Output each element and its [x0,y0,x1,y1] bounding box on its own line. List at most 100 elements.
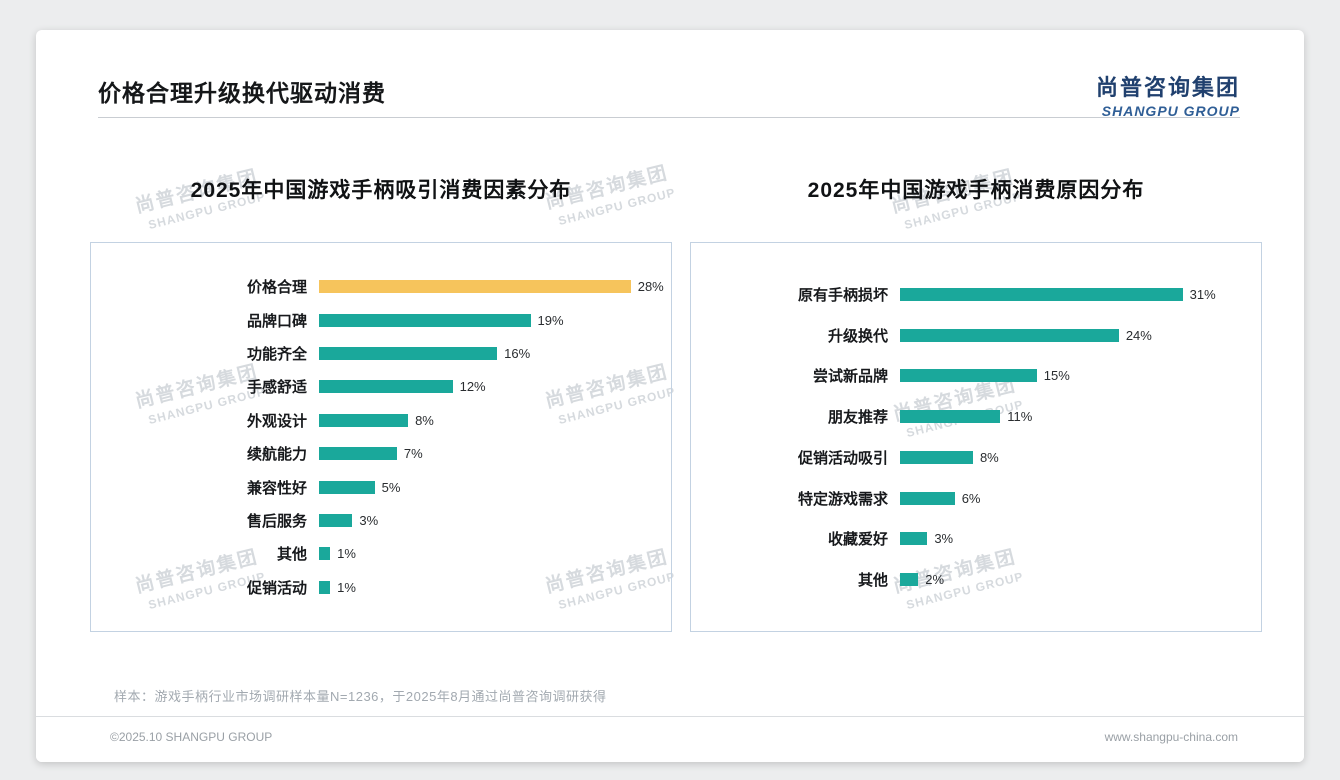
bar-row: 售后服务 3% [91,504,663,537]
footer-website: www.shangpu-china.com [1104,730,1238,744]
bar-row: 手感舒适 12% [91,370,663,403]
bar-category-label: 收藏爱好 [827,531,888,549]
bar-category-label: 售后服务 [246,513,307,531]
bar [319,447,397,461]
bar-value-label: 31% [1189,286,1216,302]
bar [900,450,973,464]
logo-cn-text: 尚普咨询集团 [1095,75,1240,100]
bar-row: 尝试新品牌 15% [691,356,1253,397]
bar-category-label: 兼容性好 [246,479,307,497]
bar-category-label: 续航能力 [246,446,307,464]
bar [900,328,1119,342]
bar [900,573,919,587]
bar [319,347,498,361]
slide-card: 尚普咨询集团 SHANGPU GROUP 尚普咨询集团 SHANGPU GROU… [36,30,1304,762]
bar-track: 8% [319,413,653,428]
bar-track: 3% [319,513,653,528]
bar-row: 收藏爱好 3% [691,519,1253,560]
bar-category-label: 功能齐全 [246,346,307,364]
bar-category-label: 品牌口碑 [246,312,307,330]
bar-row: 品牌口碑 19% [91,303,663,336]
bar-category-label: 外观设计 [246,412,307,430]
bar-track: 19% [319,313,653,328]
bar-row: 特定游戏需求 6% [691,478,1253,519]
title-divider [98,117,1240,118]
bar-row: 其他 2% [691,559,1253,600]
bar-row: 促销活动吸引 8% [691,437,1253,478]
bar-track: 11% [900,409,1210,424]
bar-row: 功能齐全 16% [91,337,663,370]
logo-en-text: SHANGPU GROUP [1101,103,1240,119]
footer-bar: ©2025.10 SHANGPU GROUP www.shangpu-china… [36,716,1304,762]
bar [900,410,1001,424]
bar-row: 促销活动 1% [91,571,663,604]
bar-track: 16% [319,346,653,361]
bar-track: 5% [319,480,653,495]
bar-row: 价格合理 28% [91,270,664,303]
bar [900,532,928,546]
bar-category-label: 特定游戏需求 [797,490,888,508]
bar-value-label: 1% [337,579,356,595]
bar-value-label: 1% [337,546,356,562]
bar [900,369,1037,383]
bar-chart-consumption-reasons: 原有手柄损坏 31% 升级换代 24% 尝试新品牌 15% 朋友推荐 11% 促销活动吸引 8% 特… [690,242,1262,632]
bar-track: 31% [900,287,1216,302]
bar-row: 其他 1% [91,537,663,570]
bar-category-label: 手感舒适 [246,379,307,397]
bar-track: 7% [319,446,653,461]
bar-category-label: 其他 [857,572,888,590]
bar-track: 2% [900,572,1210,587]
footer-copyright: ©2025.10 SHANGPU GROUP [110,730,273,744]
bar-value-label: 8% [415,412,434,428]
bar-category-label: 原有手柄损坏 [797,286,888,304]
bar-value-label: 16% [504,346,531,362]
bar-row: 续航能力 7% [91,437,663,470]
bar-value-label: 11% [1007,409,1033,425]
bar [319,480,375,494]
bar-category-label: 朋友推荐 [827,409,888,427]
bar [319,313,531,327]
bar-track: 3% [900,531,1210,546]
bar-value-label: 8% [979,449,999,465]
bar-track: 12% [319,379,653,394]
bar-category-label: 价格合理 [246,279,307,297]
bar-track: 24% [900,328,1210,343]
bar-value-label: 7% [403,446,423,462]
bar-value-label: 6% [961,490,981,506]
bar-track: 1% [319,546,653,561]
bar [319,547,331,561]
bar-category-label: 其他 [276,546,307,564]
bar-track: 28% [319,279,664,294]
bar-row: 升级换代 24% [691,315,1253,356]
bar-category-label: 尝试新品牌 [812,368,888,386]
bar-row: 朋友推荐 11% [691,396,1253,437]
chart-title-left: 2025年中国游戏手柄吸引消费因素分布 [190,179,572,202]
bar-track: 6% [900,491,1210,506]
bar-row: 兼容性好 5% [91,470,663,503]
bar-value-label: 3% [359,513,379,529]
bar-value-label: 24% [1125,327,1152,343]
bar [319,380,453,394]
bar-value-label: 5% [381,479,401,495]
bar-track: 8% [900,450,1210,465]
bar [900,491,955,505]
bar [319,280,631,294]
bar-row: 原有手柄损坏 31% [691,274,1253,315]
company-logo: 尚普咨询集团 SHANGPU GROUP [1096,70,1240,119]
bar [319,413,409,427]
bar-value-label: 3% [934,531,954,547]
bar [900,287,1183,301]
bar-value-label: 12% [459,379,486,395]
bar-track: 1% [319,580,653,595]
page-title: 价格合理升级换代驱动消费 [98,80,386,106]
bar-category-label: 促销活动吸引 [797,449,888,467]
sample-footnote: 样本：游戏手柄行业市场调研样本量N=1236，于2025年8月通过尚普咨询调研获… [114,689,607,704]
bar-chart-consumption-factors: 价格合理 28% 品牌口碑 19% 功能齐全 16% 手感舒适 12% 外观设计 8% 续航能力 7%… [90,242,672,632]
bar-value-label: 28% [637,279,664,295]
bar [319,514,353,528]
bar-track: 15% [900,368,1210,383]
bar-value-label: 2% [925,572,945,588]
bar-category-label: 促销活动 [246,579,307,597]
bar-row: 外观设计 8% [91,404,663,437]
bar-category-label: 升级换代 [827,327,888,345]
